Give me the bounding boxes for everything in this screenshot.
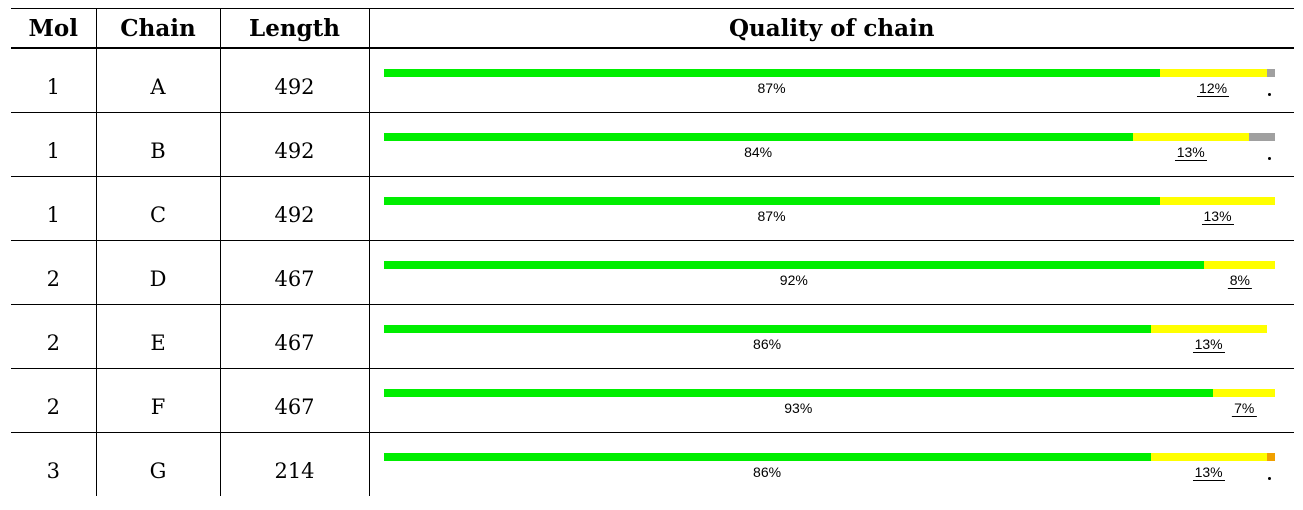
medium-percent-label: 7% <box>1232 399 1257 417</box>
chain-quality-table: Mol Chain Length Quality of chain 1 A 492 8… <box>11 8 1294 496</box>
quality-bar-wrap: 86% 13% <box>383 324 1276 365</box>
quality-segment-medium <box>1213 388 1276 397</box>
header-chain: Chain <box>95 8 221 49</box>
cell-quality: 84% 13% <box>368 111 1294 177</box>
good-percent-label: 87% <box>757 207 786 224</box>
cell-chain: F <box>95 367 221 433</box>
quality-segment-medium <box>1132 132 1249 141</box>
cell-mol: 3 <box>11 431 97 496</box>
small-segment-dot <box>1267 93 1271 96</box>
header-row: Mol Chain Length Quality of chain <box>11 8 1294 49</box>
quality-bar <box>383 452 1276 461</box>
quality-bar <box>383 260 1276 269</box>
quality-segment-good <box>383 260 1205 269</box>
quality-bar-wrap: 87% 12% <box>383 69 1276 109</box>
medium-percent-label: 13% <box>1201 207 1234 225</box>
cell-length: 214 <box>219 431 370 496</box>
quality-segment-medium <box>1204 260 1276 269</box>
cell-chain: C <box>95 175 221 241</box>
cell-quality: 87% 12% <box>368 47 1294 113</box>
quality-bar <box>383 324 1267 333</box>
quality-segment-good <box>383 452 1151 461</box>
table-row: 1 B 492 84% 13% <box>11 111 1294 177</box>
good-percent-label: 87% <box>757 80 786 96</box>
small-segment-dot <box>1267 476 1271 480</box>
quality-segment-good <box>383 69 1160 77</box>
cell-quality: 86% 13% <box>368 303 1294 369</box>
quality-bar <box>383 132 1276 141</box>
medium-percent-label: 8% <box>1227 271 1252 289</box>
medium-percent-label: 13% <box>1192 463 1225 481</box>
table-body: 1 A 492 87% 12% 1 B 492 84% 13% 1 C 492 87% 13% 2 D 467 92… <box>11 47 1294 496</box>
quality-bar-wrap: 86% 13% <box>383 452 1276 493</box>
cell-mol: 2 <box>11 239 97 305</box>
cell-length: 467 <box>219 239 370 305</box>
medium-percent-label: 12% <box>1197 80 1230 97</box>
cell-mol: 1 <box>11 111 97 177</box>
cell-quality: 86% 13% <box>368 431 1294 496</box>
quality-segment-medium <box>1150 452 1267 461</box>
quality-segment-missing <box>1266 69 1276 77</box>
quality-segment-good <box>383 324 1151 333</box>
small-segment-dot <box>1267 156 1271 160</box>
table-row: 3 G 214 86% 13% <box>11 431 1294 496</box>
good-percent-label: 84% <box>744 143 773 160</box>
good-percent-label: 92% <box>779 271 808 288</box>
quality-bar-wrap: 92% 8% <box>383 260 1276 301</box>
quality-segment-medium <box>1159 69 1267 77</box>
table-row: 1 C 492 87% 13% <box>11 175 1294 241</box>
medium-percent-label: 13% <box>1174 143 1207 161</box>
quality-segment-good <box>383 132 1133 141</box>
cell-length: 467 <box>219 303 370 369</box>
cell-mol: 1 <box>11 47 97 113</box>
cell-length: 492 <box>219 111 370 177</box>
quality-bar <box>383 69 1276 77</box>
table-row: 1 A 492 87% 12% <box>11 47 1294 113</box>
cell-quality: 93% 7% <box>368 367 1294 433</box>
cell-mol: 1 <box>11 175 97 241</box>
medium-percent-label: 13% <box>1192 335 1225 353</box>
cell-length: 492 <box>219 175 370 241</box>
header-length: Length <box>219 8 370 49</box>
quality-bar <box>383 388 1276 397</box>
cell-chain: A <box>95 47 221 113</box>
cell-chain: D <box>95 239 221 305</box>
table-row: 2 F 467 93% 7% <box>11 367 1294 433</box>
quality-bar <box>383 196 1276 205</box>
table-row: 2 D 467 92% 8% <box>11 239 1294 305</box>
quality-segment-medium <box>1150 324 1267 333</box>
header-quality: Quality of chain <box>368 8 1294 49</box>
header-mol: Mol <box>11 8 97 49</box>
quality-bar-wrap: 87% 13% <box>383 196 1276 237</box>
cell-mol: 2 <box>11 367 97 433</box>
quality-segment-missing <box>1248 132 1276 141</box>
quality-segment-bad <box>1266 452 1276 461</box>
cell-chain: G <box>95 431 221 496</box>
quality-segment-medium <box>1159 196 1276 205</box>
cell-chain: B <box>95 111 221 177</box>
good-percent-label: 93% <box>784 399 813 416</box>
cell-length: 467 <box>219 367 370 433</box>
quality-bar-wrap: 93% 7% <box>383 388 1276 429</box>
table-row: 2 E 467 86% 13% <box>11 303 1294 369</box>
quality-bar-wrap: 84% 13% <box>383 132 1276 173</box>
cell-length: 492 <box>219 47 370 113</box>
cell-mol: 2 <box>11 303 97 369</box>
cell-quality: 92% 8% <box>368 239 1294 305</box>
good-percent-label: 86% <box>753 463 782 480</box>
cell-chain: E <box>95 303 221 369</box>
quality-segment-good <box>383 196 1160 205</box>
good-percent-label: 86% <box>753 335 782 352</box>
quality-segment-good <box>383 388 1214 397</box>
cell-quality: 87% 13% <box>368 175 1294 241</box>
